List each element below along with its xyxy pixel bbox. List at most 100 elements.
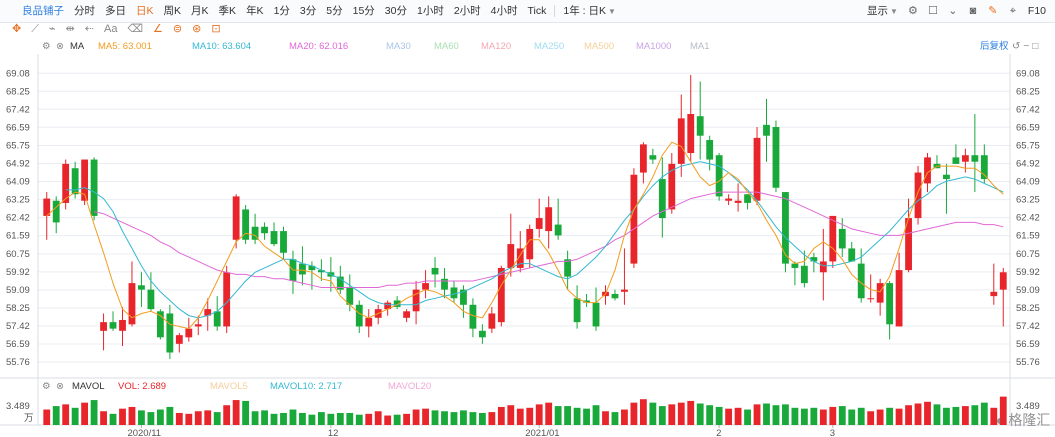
candle-down — [564, 259, 572, 277]
volume-bar — [422, 408, 429, 425]
ma20-line — [93, 191, 1004, 288]
eraser-icon[interactable]: ⌫ — [127, 23, 144, 35]
period-tab-4hour[interactable]: 4小时 — [490, 5, 518, 17]
vol-settings-icon[interactable]: ⚙ — [42, 381, 51, 392]
text-icon[interactable]: Aa — [103, 23, 118, 35]
volume-bar — [270, 413, 278, 425]
volume-bar — [943, 407, 950, 425]
candle-down — [611, 293, 619, 299]
range-dropdown[interactable]: 1年 : 日K ▼ — [558, 0, 621, 23]
vol-legend: ⚙ ⊗ MAVOL VOL: 2.689 MAVOL5 MAVOL10: 2.7… — [0, 381, 1010, 393]
candle-down — [261, 226, 268, 234]
chevron-down-icon[interactable]: ⌄ — [948, 5, 958, 17]
channel-icon[interactable]: ⊡ — [211, 23, 221, 35]
display-dropdown[interactable]: 显示 ▼ — [862, 0, 903, 23]
volume-bar — [355, 414, 363, 425]
period-tab-1hour[interactable]: 1小时 — [416, 5, 444, 17]
period-tab-monthly[interactable]: 月K — [191, 5, 209, 17]
volume-bar — [156, 409, 164, 425]
legend-settings-icon[interactable]: ⚙ — [42, 41, 51, 52]
candle-up — [819, 261, 827, 273]
volume-bar — [194, 411, 202, 425]
volume-bar — [715, 406, 723, 425]
period-tab-quarterly[interactable]: 季K — [218, 5, 237, 17]
gann-icon[interactable]: ⊛ — [192, 23, 202, 35]
stock-name[interactable]: 良品铺子 — [22, 5, 64, 17]
volume-bar — [753, 404, 761, 425]
candle-down — [800, 265, 808, 284]
candle-up — [668, 163, 676, 210]
candle-up — [753, 137, 761, 201]
candle-down — [147, 289, 155, 310]
checkbox-icon[interactable]: ☐ — [927, 5, 938, 17]
trend-line-icon[interactable]: ⟋ — [31, 23, 39, 35]
period-tab-2hour[interactable]: 2小时 — [453, 5, 481, 17]
minimize-icon[interactable]: − — [1023, 41, 1030, 52]
candle-down — [791, 263, 799, 268]
candle-down — [138, 285, 145, 290]
candle-up — [535, 218, 543, 229]
candle-down — [270, 231, 278, 245]
volume-bar — [81, 402, 89, 425]
f10-button[interactable]: F10 — [1027, 5, 1046, 17]
period-tab-3min[interactable]: 3分 — [299, 5, 317, 17]
candle-up — [119, 319, 126, 331]
candle-down — [441, 278, 448, 290]
candle-down — [450, 287, 458, 299]
candle-up — [507, 244, 515, 268]
candle-down — [810, 257, 818, 262]
arrow-icon[interactable]: ⇠ — [84, 23, 94, 35]
period-tab-weekly[interactable]: 周K — [163, 5, 182, 17]
settings-icon[interactable]: ⚙ — [907, 5, 918, 17]
camera-icon[interactable]: ◙ — [969, 5, 977, 17]
price-tick-label-right: 68.25 — [1016, 86, 1040, 97]
period-tab-15min[interactable]: 15分 — [352, 5, 375, 17]
candle-up — [128, 283, 136, 325]
vol-close-icon[interactable]: ⊗ — [56, 381, 64, 392]
price-tick-label-right: 64.92 — [1016, 158, 1040, 169]
adjust-restore-button[interactable]: 后复权 — [980, 41, 1009, 52]
volume-bar — [213, 412, 221, 425]
volume-bar — [583, 408, 590, 425]
pin-icon[interactable]: ⌖ — [1009, 5, 1016, 17]
period-tab-yearly[interactable]: 年K — [246, 5, 264, 17]
period-tab-multiday[interactable]: 多日 — [105, 5, 126, 17]
measure-icon[interactable]: ⇹ — [65, 23, 75, 35]
candle-down — [336, 276, 344, 290]
candle-down — [280, 231, 287, 253]
volume-bar — [649, 402, 657, 425]
period-tab-1min[interactable]: 1分 — [273, 5, 290, 17]
legend-close-icon[interactable]: ⊗ — [56, 41, 64, 52]
polyline-icon[interactable]: ⌁ — [48, 23, 56, 35]
volume-bar — [639, 399, 647, 425]
candle-down — [573, 298, 581, 323]
candle-down — [355, 304, 363, 327]
price-tick-label-right: 56.59 — [1016, 339, 1040, 350]
period-tab-30min[interactable]: 30分 — [384, 5, 407, 17]
price-tick-label-left: 57.42 — [6, 321, 30, 332]
period-tab-5min[interactable]: 5分 — [326, 5, 343, 17]
angle-icon[interactable]: ∠ — [153, 23, 163, 35]
volume-bar — [185, 413, 193, 425]
reset-icon[interactable]: ↺ — [1012, 41, 1021, 52]
candle-down — [346, 287, 354, 305]
period-tab-daily[interactable]: 日K — [136, 5, 154, 17]
vol-value: VOL: 2.689 — [118, 381, 167, 392]
period-selector: 良品铺子 分时 多日 日K 周K 月K 季K 年K 1分 3分 5分 15分 3… — [0, 0, 621, 22]
volume-bar — [961, 406, 969, 425]
price-tick-label-left: 64.92 — [6, 158, 30, 169]
candle-up — [961, 155, 969, 162]
period-tab-intraday[interactable]: 分时 — [74, 5, 95, 17]
pencil-icon[interactable]: ✎ — [988, 5, 998, 17]
candle-down — [554, 224, 562, 236]
candle-down — [166, 313, 174, 353]
fib-icon[interactable]: ⊜ — [172, 23, 183, 35]
candle-up — [867, 298, 875, 300]
maximize-icon[interactable]: □ — [1032, 41, 1039, 52]
candle-down — [109, 322, 117, 329]
crosshair-icon[interactable]: ✥ — [12, 23, 22, 35]
volume-bar — [62, 404, 70, 425]
candle-down — [980, 155, 988, 180]
period-tab-tick[interactable]: Tick — [527, 5, 547, 17]
